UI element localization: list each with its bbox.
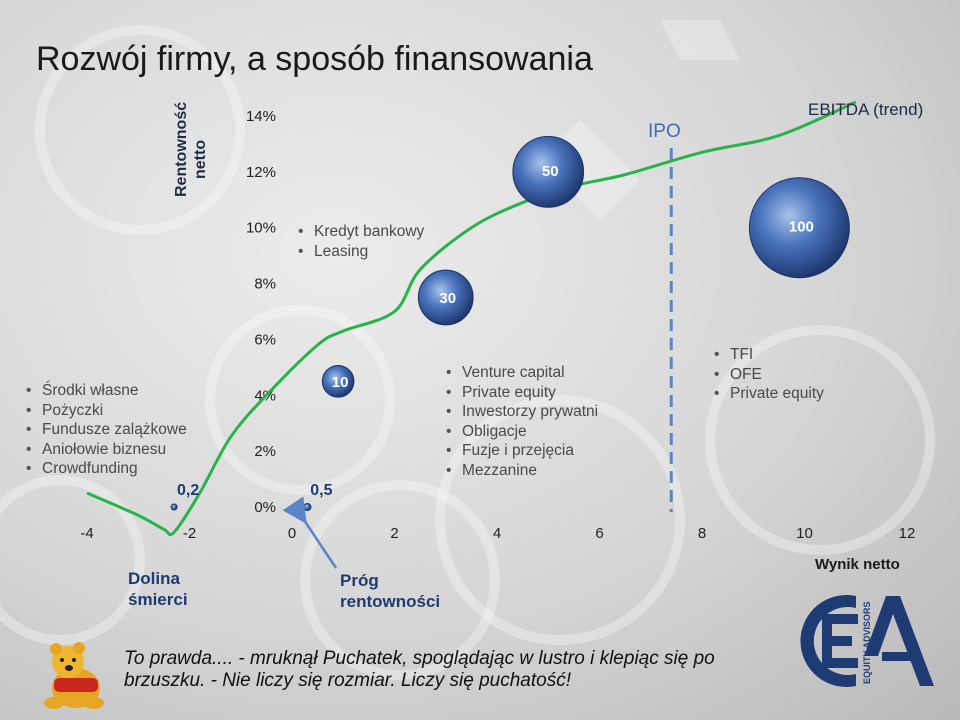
breakeven-arrow bbox=[282, 496, 338, 569]
chart-axes: -4 -2 0 2 4 6 8 10 120%2%4%6%8%10%12%14% bbox=[80, 108, 915, 542]
list-item: Inwestorzy prywatni bbox=[446, 402, 598, 422]
x-tick-label: 2 bbox=[390, 525, 398, 542]
bubble-circle bbox=[303, 502, 312, 512]
y-axis-label-line-1: Rentowność bbox=[173, 101, 190, 197]
list-item: Private equity bbox=[714, 384, 824, 404]
bubble-circle bbox=[417, 269, 474, 326]
x-tick-label: -4 bbox=[80, 525, 93, 542]
equity-advisors-logo: EQUITY ADVISORS bbox=[800, 595, 934, 687]
page-title: Rozwój firmy, a sposób finansowania bbox=[36, 40, 593, 78]
x-tick-label: 0 bbox=[288, 525, 296, 542]
y-axis-label-line-2: netto bbox=[192, 139, 209, 179]
x-tick-label: 12 bbox=[899, 525, 916, 542]
x-tick-label: 10 bbox=[796, 525, 813, 542]
list-item: Obligacje bbox=[446, 422, 598, 442]
trend-line bbox=[86, 100, 857, 537]
valley-of-death-label: Dolina śmierci bbox=[128, 569, 188, 609]
bubble-label: 0,2 bbox=[177, 482, 199, 499]
winnie-the-pooh-image bbox=[44, 642, 104, 709]
list-item: Kredyt bankowy bbox=[298, 222, 424, 242]
y-tick-label: 12% bbox=[246, 164, 276, 181]
y-tick-label: 14% bbox=[246, 108, 276, 125]
list-item: Pożyczki bbox=[26, 401, 187, 421]
y-tick-label: 8% bbox=[254, 276, 276, 293]
list-item: Crowdfunding bbox=[26, 459, 187, 479]
logo-text: EQUITY ADVISORS bbox=[862, 601, 872, 684]
bubble: 0,2 bbox=[170, 482, 199, 511]
x-tick-label: -2 bbox=[183, 525, 196, 542]
bubble: 50 bbox=[512, 135, 585, 208]
list-item: Leasing bbox=[298, 242, 424, 262]
bubble-label: 50 bbox=[542, 163, 559, 180]
bubble: 10 bbox=[321, 365, 355, 398]
bubble: 30 bbox=[417, 269, 474, 326]
list-item: Venture capital bbox=[446, 363, 598, 383]
list-item: OFE bbox=[714, 365, 824, 385]
pooh-quote: To prawda.... - mruknął Puchatek, spoglą… bbox=[124, 648, 715, 691]
bubble-circle bbox=[748, 177, 850, 279]
bubbles-layer: 0,2 0,5 10 30 50 100 bbox=[170, 135, 850, 512]
list-item: Środki własne bbox=[26, 381, 187, 401]
bubble-label: 0,5 bbox=[310, 482, 332, 499]
x-tick-label: 8 bbox=[698, 525, 706, 542]
x-axis-label: Wynik netto bbox=[815, 556, 900, 573]
list-item: Private equity bbox=[446, 383, 598, 403]
bubble: 100 bbox=[748, 177, 850, 279]
y-axis-label: Rentowność netto bbox=[170, 95, 220, 205]
growth-financing-list: Venture capital Private equity Inwestorz… bbox=[446, 363, 598, 480]
debt-financing-list: Kredyt bankowy Leasing bbox=[298, 222, 424, 261]
bubble-label: 100 bbox=[789, 219, 814, 236]
bubble-circle bbox=[321, 365, 355, 398]
y-tick-label: 6% bbox=[254, 331, 276, 348]
mature-financing-list: TFI OFE Private equity bbox=[714, 345, 824, 404]
list-item: TFI bbox=[714, 345, 824, 365]
early-financing-list: Środki własne Pożyczki Fundusze zalążkow… bbox=[26, 381, 187, 479]
x-tick-label: 4 bbox=[493, 525, 501, 542]
bubble-circle bbox=[512, 135, 585, 208]
y-tick-label: 10% bbox=[246, 220, 276, 237]
ipo-label: IPO bbox=[648, 121, 681, 142]
bubble-label: 10 bbox=[332, 374, 349, 391]
ebitda-label: EBITDA (trend) bbox=[808, 100, 924, 119]
list-item: Aniołowie biznesu bbox=[26, 440, 187, 460]
x-tick-label: 6 bbox=[595, 525, 603, 542]
breakeven-label: Próg rentowności bbox=[340, 571, 441, 611]
list-item: Fuzje i przejęcia bbox=[446, 441, 598, 461]
y-tick-label: 2% bbox=[254, 443, 276, 460]
bubble: 0,5 bbox=[303, 482, 333, 512]
bubble-label: 30 bbox=[439, 290, 456, 307]
list-item: Mezzanine bbox=[446, 461, 598, 481]
bubble-circle bbox=[170, 503, 178, 511]
list-item: Fundusze zalążkowe bbox=[26, 420, 187, 440]
y-tick-label: 0% bbox=[254, 499, 276, 516]
